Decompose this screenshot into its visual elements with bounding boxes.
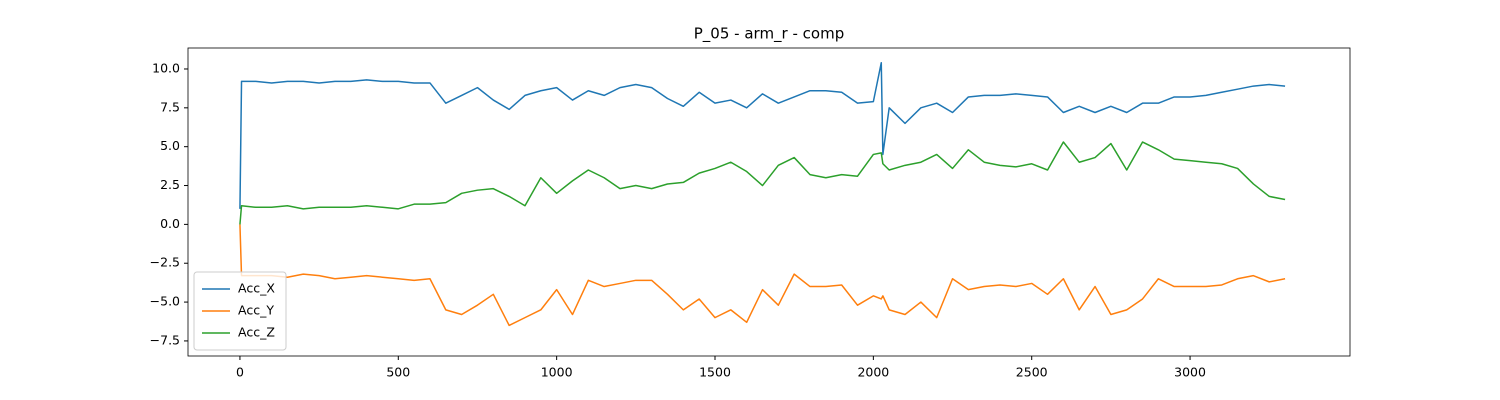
legend-box	[193, 271, 287, 351]
data-line	[239, 141, 1286, 225]
y-tick-label: 10.0	[152, 60, 180, 75]
y-tick-label: 2.5	[160, 177, 180, 192]
plot-frame	[187, 47, 1351, 357]
y-tick-label: 7.5	[160, 99, 180, 114]
x-tick-label: 0	[236, 365, 244, 380]
chart-title: P_05 - arm_r - comp	[694, 25, 844, 44]
x-tick-label: 500	[386, 365, 410, 380]
legend-label: Acc_Y	[238, 303, 274, 318]
y-tick-label: −2.5	[150, 255, 180, 270]
y-tick-label: 0.0	[160, 216, 180, 231]
x-tick-label: 2500	[1016, 365, 1048, 380]
data-line	[239, 62, 1286, 209]
y-tick-label: −5.0	[150, 294, 180, 309]
data-line	[239, 224, 1286, 327]
legend-label: Acc_X	[238, 281, 275, 296]
legend-label: Acc_Z	[238, 325, 275, 340]
x-tick-label: 3000	[1174, 365, 1206, 380]
x-tick-label: 2000	[857, 365, 889, 380]
x-tick-label: 1500	[699, 365, 731, 380]
y-tick-label: −7.5	[150, 332, 180, 347]
x-tick-label: 1000	[541, 365, 573, 380]
y-tick-label: 5.0	[160, 138, 180, 153]
